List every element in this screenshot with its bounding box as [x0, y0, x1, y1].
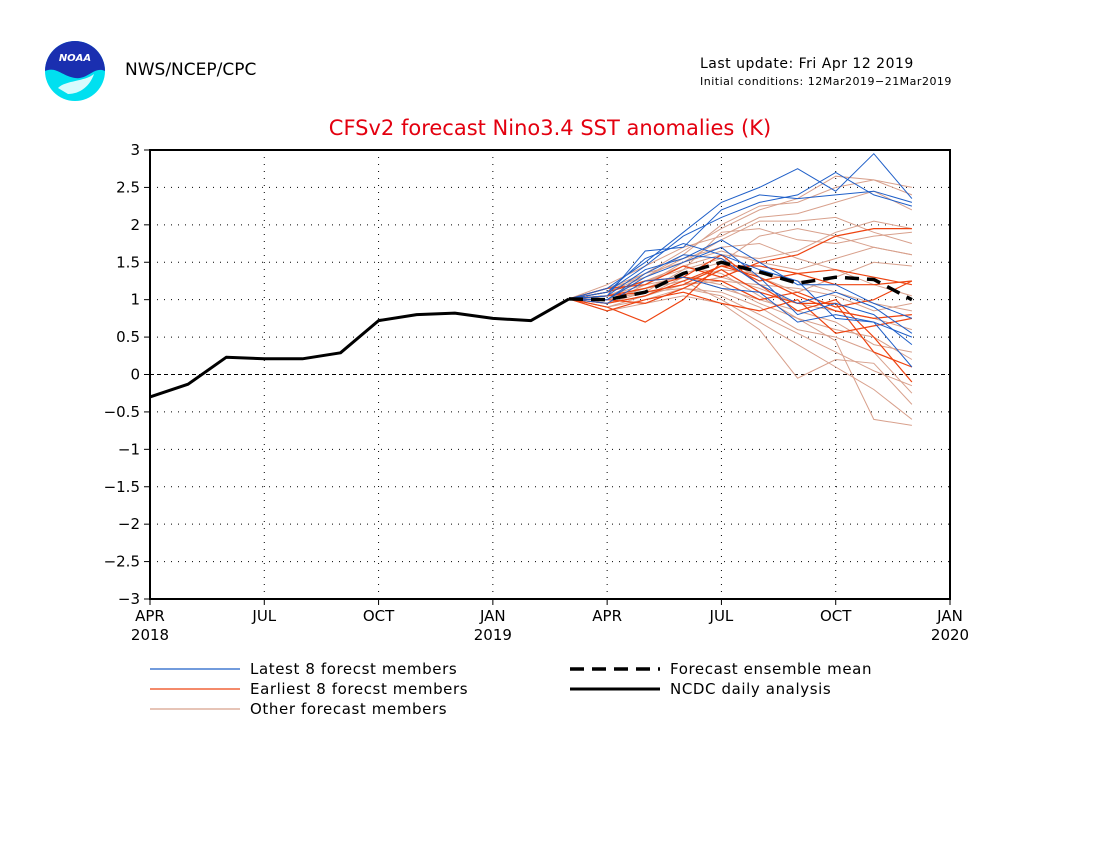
- earliest-member-line: [568, 254, 913, 383]
- earliest-member-line: [568, 291, 913, 334]
- series-lines: [149, 152, 913, 426]
- latest-member-line: [568, 254, 913, 334]
- latest-member-line: [568, 171, 913, 300]
- noaa-logo: NOAA: [45, 41, 105, 101]
- y-tick-label: −3: [118, 590, 140, 608]
- y-tick-label: −1: [118, 440, 140, 458]
- analysis-line: [149, 297, 570, 399]
- legend-label: NCDC daily analysis: [670, 680, 831, 698]
- plot-frame: [149, 149, 951, 600]
- other-member-line: [568, 287, 913, 387]
- x-tick-label: JAN: [936, 607, 963, 625]
- x-tick-year-label: 2019: [474, 626, 512, 644]
- x-tick-year-label: 2018: [131, 626, 169, 644]
- y-tick-label: −1.5: [104, 478, 140, 496]
- latest-member-line: [568, 239, 913, 319]
- x-tick-label: APR: [135, 607, 165, 625]
- latest-member-line: [568, 242, 913, 338]
- latest-member-line: [568, 276, 913, 368]
- y-tick-label: 2.5: [116, 178, 140, 196]
- y-tick-label: −2: [118, 515, 140, 533]
- y-tick-label: 3: [130, 141, 140, 159]
- y-tick-label: 1: [130, 291, 140, 309]
- other-member-line: [568, 220, 912, 300]
- x-tick-label: APR: [592, 607, 622, 625]
- legend-label: Latest 8 forecst members: [250, 660, 457, 678]
- x-tick-label: JUL: [709, 607, 734, 625]
- initial-conditions-label: Initial conditions: 12Mar2019−21Mar2019: [700, 75, 952, 88]
- x-tick-label: JAN: [479, 607, 506, 625]
- legend-label: Earliest 8 forecst members: [250, 680, 468, 698]
- latest-member-line: [568, 190, 913, 300]
- other-member-line: [568, 175, 913, 300]
- last-update-label: Last update: Fri Apr 12 2019: [700, 56, 914, 72]
- y-tick-label: −0.5: [104, 403, 140, 421]
- x-tick-label: OCT: [820, 607, 852, 625]
- x-tick-label: OCT: [363, 607, 395, 625]
- agency-label: NWS/NCEP/CPC: [125, 60, 257, 80]
- grid: [150, 150, 950, 599]
- y-tick-label: 1.5: [116, 253, 140, 271]
- other-member-line: [568, 287, 913, 394]
- legend: Latest 8 forecst members Earliest 8 forec…: [150, 660, 872, 718]
- y-tick-label: 0: [130, 366, 140, 384]
- x-tick-label: JUL: [251, 607, 276, 625]
- noaa-logo-text: NOAA: [59, 53, 91, 64]
- ensemble-mean-line: [568, 260, 913, 302]
- earliest-member-line: [568, 269, 913, 368]
- legend-label: Forecast ensemble mean: [670, 660, 872, 678]
- x-tick-year-label: 2020: [931, 626, 969, 644]
- y-tick-label: −2.5: [104, 553, 140, 571]
- y-axis-ticks: 3 2.5 2 1.5 1 0.5 0 −0.5 −1 −1.5 −2 −2.5 −3: [104, 141, 150, 608]
- legend-label: Other forecast members: [250, 700, 447, 718]
- chart-title: CFSv2 forecast Nino3.4 SST anomalies (K): [329, 116, 771, 140]
- y-tick-label: 2: [130, 216, 140, 234]
- y-tick-label: 0.5: [116, 328, 140, 346]
